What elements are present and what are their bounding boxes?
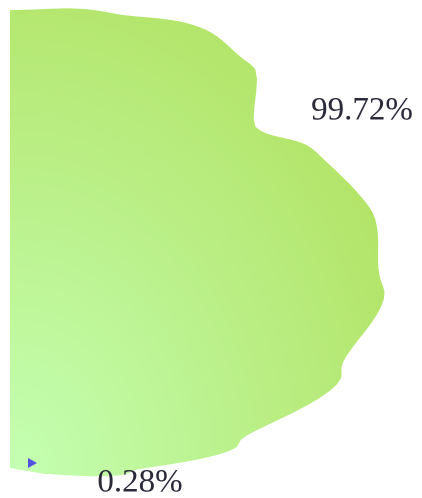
pie-slice xyxy=(28,458,37,468)
slice-label: 99.72% xyxy=(311,92,413,128)
pie-slice xyxy=(10,8,385,477)
slice-label: 0.28% xyxy=(97,464,182,498)
